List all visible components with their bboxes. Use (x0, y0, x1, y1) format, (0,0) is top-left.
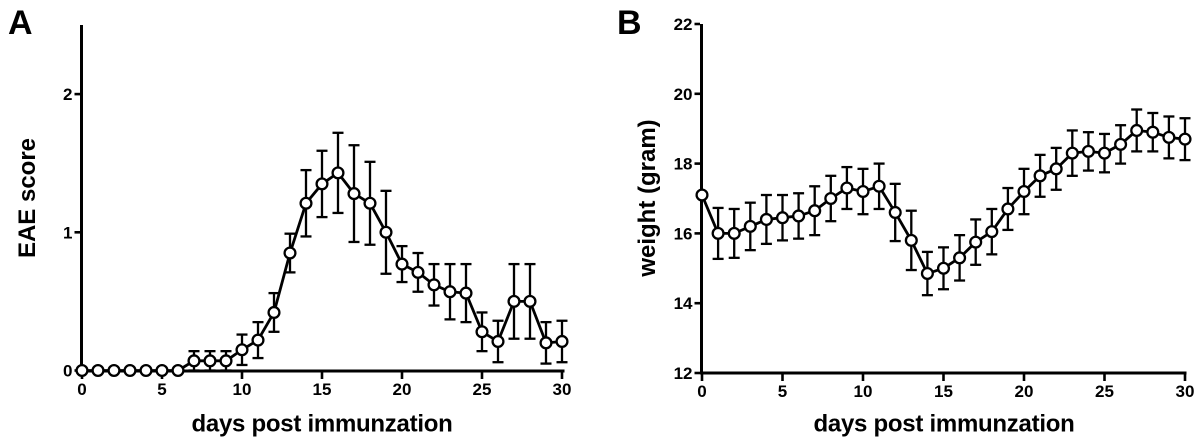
data-point-marker (1001, 202, 1015, 216)
y-tick-label: 1 (63, 223, 72, 242)
data-point-marker (251, 333, 265, 347)
data-point-marker (1097, 146, 1112, 160)
data-point-marker (123, 363, 137, 378)
data-point-marker (107, 363, 121, 378)
data-point-marker (187, 354, 201, 368)
data-point-marker (808, 204, 822, 218)
data-point-marker (775, 211, 790, 225)
x-tick-label: 20 (393, 380, 412, 399)
data-point-marker (235, 343, 249, 357)
data-point-marker (904, 233, 918, 247)
data-point-marker (1049, 162, 1063, 176)
data-point-marker (523, 294, 537, 308)
data-point-marker (936, 261, 951, 275)
y-tick-label: 22 (674, 15, 693, 34)
data-point-marker (969, 235, 983, 249)
x-tick-label: 30 (553, 380, 572, 399)
data-point-marker (824, 191, 838, 206)
data-point-marker (1017, 184, 1031, 199)
data-point-marker (1033, 169, 1047, 183)
data-point-marker (1178, 132, 1192, 146)
data-point-marker (1065, 146, 1079, 160)
data-point-marker (491, 334, 505, 349)
data-point-marker (555, 334, 569, 349)
data-point-marker (155, 363, 169, 378)
y-tick-label: 20 (674, 85, 693, 104)
data-point-marker (459, 286, 473, 300)
x-tick-label: 15 (934, 382, 953, 401)
x-tick-label: 10 (233, 380, 252, 399)
data-point-marker (267, 305, 281, 320)
x-tick-label: 25 (1095, 382, 1114, 401)
x-axis-title: days post immunzation (813, 411, 1074, 438)
y-tick-label: 0 (63, 362, 72, 381)
data-point-marker (856, 184, 870, 199)
x-tick-label: 5 (778, 382, 787, 401)
data-point-marker (443, 285, 457, 299)
data-markers (695, 123, 1192, 281)
data-point-marker (920, 266, 934, 281)
data-point-marker (75, 363, 89, 378)
data-point-marker (539, 336, 553, 350)
data-point-marker (315, 177, 329, 191)
data-point-marker (953, 251, 967, 265)
y-axis-title: EAE score (14, 138, 41, 258)
data-point-marker (91, 363, 105, 378)
y-tick-label: 18 (674, 155, 693, 174)
data-point-marker (507, 294, 521, 308)
data-point-marker (695, 188, 709, 202)
data-point-marker (395, 257, 409, 271)
data-point-marker (299, 196, 313, 210)
data-point-marker (1146, 125, 1160, 139)
error-bars (712, 108, 1191, 297)
data-point-marker (840, 181, 854, 195)
data-point-marker (139, 363, 153, 378)
data-point-marker (283, 246, 297, 260)
data-point-marker (727, 226, 741, 240)
data-point-marker (743, 219, 757, 233)
data-point-marker (1162, 130, 1176, 144)
data-point-marker (411, 265, 425, 279)
data-point-marker (888, 205, 902, 220)
x-tick-label: 0 (697, 382, 706, 401)
x-tick-label: 10 (854, 382, 873, 401)
panel-letter: A (8, 4, 33, 42)
data-point-marker (759, 212, 773, 226)
data-point-marker (475, 325, 489, 339)
panel-letter: B (617, 4, 642, 42)
y-axis-title: weight (gram) (634, 119, 661, 277)
data-point-marker (1114, 137, 1128, 151)
x-tick-label: 0 (77, 380, 86, 399)
data-point-marker (711, 226, 725, 240)
x-tick-label: 25 (473, 380, 492, 399)
data-point-marker (872, 179, 886, 193)
x-axis-title: days post immunzation (191, 411, 452, 438)
data-point-marker (203, 354, 217, 368)
data-point-marker (219, 354, 233, 368)
data-point-marker (985, 225, 999, 239)
y-tick-label: 14 (674, 294, 693, 313)
y-tick-label: 16 (674, 224, 693, 243)
data-point-marker (427, 278, 441, 292)
data-point-marker (792, 209, 806, 223)
y-tick-label: 12 (674, 364, 693, 383)
data-point-marker (347, 187, 361, 201)
data-markers (75, 166, 569, 378)
y-tick-label: 2 (63, 85, 72, 104)
x-tick-label: 15 (313, 380, 332, 399)
x-tick-label: 30 (1176, 382, 1195, 401)
data-point-marker (379, 225, 393, 239)
data-point-marker (1130, 123, 1144, 137)
data-point-marker (331, 166, 345, 180)
error-bars (188, 131, 568, 372)
x-tick-label: 5 (157, 380, 166, 399)
x-tick-label: 20 (1015, 382, 1034, 401)
data-point-marker (1081, 144, 1095, 158)
data-point-marker (363, 196, 377, 210)
data-point-marker (171, 363, 185, 378)
